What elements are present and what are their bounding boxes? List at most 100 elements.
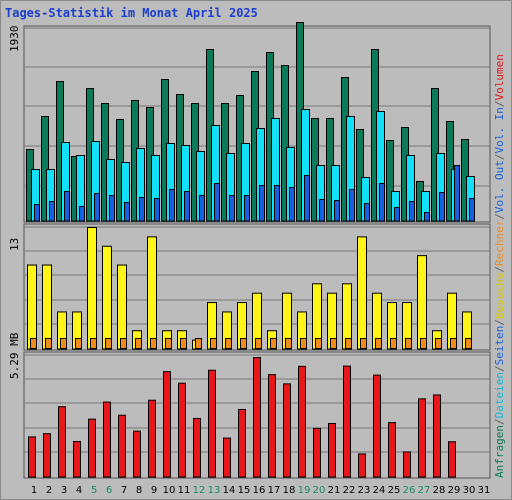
bar-rechner-day-15 (240, 338, 247, 349)
bar-volumen-day-21 (328, 423, 336, 478)
bar-rechner-day-24 (375, 338, 382, 349)
bar-seiten-day-16 (259, 185, 265, 222)
day-label-19: 19 (298, 485, 311, 496)
bar-seiten-day-2 (49, 201, 55, 222)
day-label-28: 28 (433, 485, 446, 496)
bar-volumen-day-12 (193, 417, 201, 478)
right-legend: Anfragen/Dateien/Seiten/Besuche/Rechner/… (493, 54, 506, 478)
day-label-16: 16 (253, 485, 266, 496)
bar-seiten-day-7 (124, 202, 130, 222)
bar-seiten-day-22 (349, 189, 355, 222)
right-legend-item-7: / (493, 266, 506, 273)
day-label-21: 21 (328, 485, 341, 496)
bar-rechner-day-23 (360, 338, 367, 349)
bar-seiten-day-17 (274, 185, 280, 222)
day-label-31: 31 (478, 485, 491, 496)
bar-seiten-day-30 (469, 198, 475, 222)
bar-rechner-day-5 (90, 338, 97, 349)
day-label-8: 8 (136, 485, 142, 496)
right-legend-item-11: / (493, 153, 506, 160)
day-label-9: 9 (151, 485, 157, 496)
right-legend-item-6: Besuche (493, 273, 506, 319)
bar-rechner-day-4 (75, 338, 82, 349)
y-tick-middle: 13 (8, 238, 21, 251)
day-label-1: 1 (31, 485, 37, 496)
bar-rechner-day-13 (210, 338, 217, 349)
right-legend-item-12: Vol. In (493, 107, 506, 153)
bar-volumen-day-28 (433, 394, 441, 478)
bar-volumen-day-4 (73, 441, 81, 478)
bar-rechner-day-20 (315, 338, 322, 349)
bar-rechner-day-7 (120, 338, 127, 349)
bar-volumen-day-15 (238, 408, 246, 478)
bar-volumen-day-8 (133, 430, 141, 478)
bar-rechner-day-17 (270, 338, 277, 349)
bar-seiten-day-28 (439, 192, 445, 222)
bar-seiten-day-14 (229, 195, 235, 222)
bar-seiten-day-8 (139, 197, 145, 222)
bar-volumen-day-10 (163, 371, 171, 478)
right-legend-item-1: / (493, 418, 506, 425)
bar-seiten-day-19 (304, 175, 310, 222)
bar-volumen-day-7 (118, 414, 126, 478)
bar-besuche-day-27 (417, 255, 427, 350)
day-label-15: 15 (238, 485, 251, 496)
bar-volumen-day-27 (418, 398, 426, 478)
day-label-13: 13 (208, 485, 221, 496)
bar-rechner-day-10 (165, 338, 172, 349)
y-axis-labels: 1930 13 5.29 MB (8, 26, 21, 380)
bar-seiten-day-27 (424, 212, 430, 222)
bar-besuche-day-5 (87, 227, 97, 350)
bar-seiten-day-21 (334, 200, 340, 222)
bar-volumen-day-13 (208, 369, 216, 478)
bar-seiten-day-10 (169, 189, 175, 222)
bar-seiten-day-25 (394, 207, 400, 222)
day-label-6: 6 (106, 485, 112, 496)
day-label-17: 17 (268, 485, 281, 496)
day-label-4: 4 (76, 485, 82, 496)
right-legend-item-2: Dateien (493, 372, 506, 418)
day-label-14: 14 (223, 485, 236, 496)
day-label-30: 30 (463, 485, 476, 496)
bar-besuche-day-1 (27, 264, 37, 350)
day-label-24: 24 (373, 485, 386, 496)
day-label-12: 12 (193, 485, 206, 496)
bar-seiten-day-3 (64, 191, 70, 222)
bar-rechner-day-28 (435, 338, 442, 349)
bar-volumen-day-19 (298, 365, 306, 478)
day-label-11: 11 (178, 485, 191, 496)
bar-anfragen-day-18 (281, 65, 289, 222)
bars-layer (26, 22, 475, 478)
right-legend-item-8: Rechner (493, 219, 506, 266)
bar-volumen-day-20 (313, 427, 321, 478)
day-label-5: 5 (91, 485, 97, 496)
bar-volumen-day-26 (403, 451, 411, 478)
bar-volumen-day-9 (148, 399, 156, 478)
x-axis-day-labels: 1 2 3 4 5 6 7 8 9 10 11 12 13 14 15 16 17 18 19 20 21 22 23 24 2… (31, 485, 491, 496)
bar-volumen-day-3 (58, 406, 66, 478)
bar-rechner-day-6 (105, 338, 112, 349)
bar-anfragen-day-25 (386, 140, 394, 222)
day-label-29: 29 (448, 485, 461, 496)
bar-seiten-day-26 (409, 201, 415, 222)
bar-rechner-day-2 (45, 338, 52, 349)
bar-volumen-day-11 (178, 382, 186, 478)
bar-volumen-day-24 (373, 374, 381, 478)
bar-rechner-day-16 (255, 338, 262, 349)
bar-seiten-day-20 (319, 199, 325, 222)
panel-middle (23, 223, 491, 351)
bar-rechner-day-9 (150, 338, 157, 349)
day-label-22: 22 (343, 485, 356, 496)
bar-volumen-day-5 (88, 418, 96, 478)
day-label-27: 27 (418, 485, 431, 496)
bar-rechner-day-11 (180, 338, 187, 349)
bar-rechner-day-12 (195, 338, 202, 349)
bar-seiten-day-6 (109, 195, 115, 222)
bar-rechner-day-27 (420, 338, 427, 349)
day-label-18: 18 (283, 485, 296, 496)
bar-seiten-day-12 (199, 195, 205, 222)
day-label-25: 25 (388, 485, 401, 496)
bar-rechner-day-25 (390, 338, 397, 349)
bar-rechner-day-21 (330, 338, 337, 349)
day-label-3: 3 (61, 485, 67, 496)
